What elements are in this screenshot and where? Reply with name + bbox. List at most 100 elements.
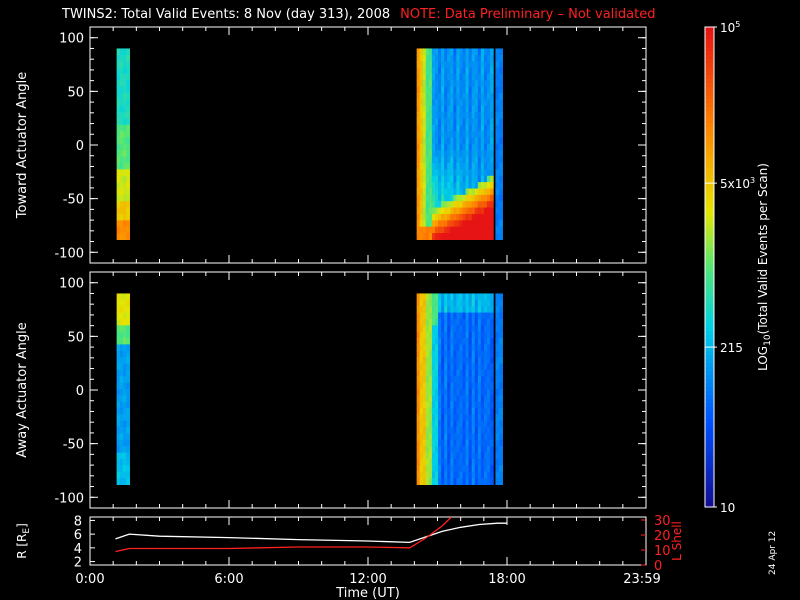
away-cell [486, 357, 491, 365]
away-cell [486, 433, 491, 441]
toward-cell [480, 175, 485, 183]
toward-cell [462, 213, 467, 221]
away-cell [422, 395, 427, 403]
away-cell [483, 471, 488, 479]
toward-cell [498, 201, 503, 209]
toward-cell [441, 233, 445, 240]
toward-cell [438, 54, 442, 62]
toward-cell [126, 93, 130, 100]
toward-cell [441, 80, 445, 88]
toward-cell [468, 73, 473, 81]
toward-cell [434, 207, 439, 215]
toward-cell [422, 213, 427, 221]
away-cell [431, 331, 436, 339]
toward-cell [126, 156, 130, 164]
away-cell [453, 338, 458, 345]
away-cell [456, 369, 461, 377]
toward-cell [459, 201, 464, 209]
toward-cell [462, 207, 467, 215]
toward-cell [459, 169, 464, 177]
colorbar-cell [705, 163, 714, 168]
away-cell [444, 465, 448, 473]
away-cell [471, 401, 476, 409]
toward-cell [119, 105, 124, 113]
toward-cell [483, 124, 488, 132]
away-cell [477, 452, 482, 460]
toward-cell [123, 48, 127, 56]
away-cell [453, 306, 458, 314]
colorbar-cell [705, 87, 714, 92]
away-cell [459, 401, 464, 409]
away-cell [431, 478, 436, 485]
colorbar-cell [705, 375, 714, 380]
toward-cell [462, 226, 467, 234]
away-cell [453, 439, 458, 447]
colorbar-cell [705, 211, 714, 216]
away-cell [425, 376, 430, 384]
toward-cell [447, 67, 451, 75]
toward-cell [480, 80, 485, 88]
away-cell [462, 357, 467, 365]
r-ytick-label: 4 [74, 542, 82, 557]
away-cell [126, 478, 130, 485]
colorbar-cell [705, 319, 714, 324]
toward-cell [447, 182, 451, 190]
away-cell [483, 388, 488, 396]
away-cell [431, 318, 436, 326]
away-cell [422, 408, 427, 415]
toward-cell [456, 220, 461, 228]
toward-cell [119, 188, 124, 196]
away-cell [444, 452, 448, 460]
toward-cell [495, 93, 500, 100]
toward-cell [465, 48, 470, 56]
away-cell [425, 357, 430, 365]
toward-cell [450, 207, 454, 215]
away-cell [119, 414, 124, 422]
away-cell [428, 439, 433, 447]
toward-cell [428, 194, 433, 202]
away-cell [465, 350, 470, 358]
toward-cell [465, 143, 470, 151]
toward-cell [428, 99, 433, 107]
toward-cell [438, 86, 442, 94]
away-cell [468, 369, 473, 377]
away-cell [471, 318, 476, 326]
away-cell [434, 350, 439, 358]
toward-cell [474, 188, 479, 196]
toward-cell [477, 93, 482, 100]
away-cell [431, 376, 436, 384]
toward-cell [450, 54, 454, 62]
away-cell [126, 401, 130, 409]
away-cell [477, 414, 482, 422]
toward-cell [474, 201, 479, 209]
away-cell [456, 439, 461, 447]
toward-cell [465, 80, 470, 88]
colorbar-cell [705, 187, 714, 192]
away-cell [434, 357, 439, 365]
toward-cell [444, 118, 448, 126]
toward-cell [465, 194, 470, 202]
colorbar-cell [705, 447, 714, 452]
toward-cell [498, 105, 503, 113]
away-cell [441, 452, 445, 460]
away-cell [438, 427, 442, 435]
toward-cell [462, 163, 467, 170]
away-cell [434, 299, 439, 307]
toward-cell [422, 93, 427, 100]
away-cell [425, 446, 430, 454]
colorbar-cell [705, 143, 714, 148]
colorbar-cell [705, 295, 714, 300]
toward-cell [471, 163, 476, 170]
toward-cell [447, 131, 451, 139]
away-cell [495, 439, 500, 447]
colorbar-cell [705, 139, 714, 144]
toward-cell [465, 163, 470, 170]
toward-cell [450, 118, 454, 126]
away-cell [465, 318, 470, 326]
away-cell [431, 369, 436, 377]
toward-cell [471, 220, 476, 228]
toward-cell [419, 118, 424, 126]
away-cell [119, 318, 124, 326]
toward-cell [459, 194, 464, 202]
toward-cell [465, 86, 470, 94]
